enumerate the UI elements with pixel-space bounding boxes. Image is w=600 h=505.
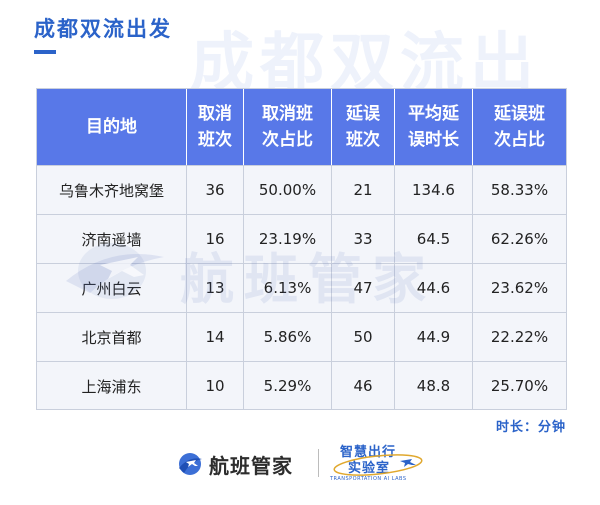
delay-table: 目的地 取消 班次 取消班 次占比 延误 班次 平均延 误时长 延误班 次占比 乌鲁木齐地… — [36, 88, 567, 410]
airplane-globe-icon — [179, 453, 202, 475]
unit-note: 时长：分钟 — [495, 420, 566, 435]
cell-destination: 济南遥墙 — [37, 215, 187, 263]
cell-cancelled: 14 — [187, 313, 244, 361]
lab-name-line2: 实验室 — [348, 461, 391, 476]
cell-cancel-ratio: 5.29% — [244, 362, 332, 410]
cell-delayed: 47 — [332, 264, 395, 312]
column-header-avg-delay: 平均延 误时长 — [395, 89, 473, 165]
cell-avg-delay: 64.5 — [395, 215, 473, 263]
cell-cancelled: 13 — [187, 264, 244, 312]
table-row: 济南遥墙 16 23.19% 33 64.5 62.26% — [37, 214, 566, 263]
cell-cancel-ratio: 6.13% — [244, 264, 332, 312]
cell-delayed: 33 — [332, 215, 395, 263]
table-row: 广州白云 13 6.13% 47 44.6 23.62% — [37, 263, 566, 312]
column-header-delayed-flights: 延误 班次 — [332, 89, 395, 165]
cell-cancelled: 36 — [187, 166, 244, 214]
cell-delayed: 50 — [332, 313, 395, 361]
cell-cancel-ratio: 23.19% — [244, 215, 332, 263]
cell-delayed: 46 — [332, 362, 395, 410]
brand-logo: 航班管家 — [177, 448, 293, 480]
column-header-cancelled-flights: 取消 班次 — [187, 89, 244, 165]
lab-english-name: TRANSPORTATION AI LABS — [330, 476, 407, 482]
title-underline — [34, 50, 56, 54]
table-row: 北京首都 14 5.86% 50 44.9 22.22% — [37, 312, 566, 361]
cell-cancel-ratio: 50.00% — [244, 166, 332, 214]
cell-delay-ratio: 62.26% — [490, 230, 549, 248]
cell-avg-delay: 134.6 — [395, 166, 473, 214]
cell-destination: 乌鲁木齐地窝堡 — [37, 166, 187, 214]
column-header-destination: 目的地 — [37, 89, 187, 165]
cell-delayed: 21 — [332, 166, 395, 214]
cell-cancelled: 16 — [187, 215, 244, 263]
cell-cancel-ratio: 5.86% — [244, 313, 332, 361]
cell-cancelled: 10 — [187, 362, 244, 410]
table-row: 上海浦东 10 5.29% 46 48.8 25.70% — [37, 361, 566, 410]
column-header-cancel-ratio: 取消班 次占比 — [244, 89, 332, 165]
cell-avg-delay: 44.9 — [395, 313, 473, 361]
column-header-delay-ratio: 延误班 次占比 — [494, 104, 545, 150]
brand-name: 航班管家 — [209, 453, 293, 478]
cell-destination: 广州白云 — [37, 264, 187, 312]
cell-destination: 上海浦东 — [37, 362, 187, 410]
cell-delay-ratio: 58.33% — [490, 181, 549, 199]
footer-divider — [318, 449, 319, 477]
airplane-orbit-icon — [333, 454, 423, 476]
cell-delay-ratio: 23.62% — [490, 279, 549, 297]
cell-avg-delay: 48.8 — [395, 362, 473, 410]
lab-logo: 智慧出行 实验室 TRANSPORTATION AI LABS — [328, 441, 428, 487]
cell-delay-ratio: 25.70% — [490, 377, 549, 395]
page-title: 成都双流出发 — [34, 17, 172, 41]
table-row: 乌鲁木齐地窝堡 36 50.00% 21 134.6 58.33% — [37, 165, 566, 214]
cell-delay-ratio: 22.22% — [490, 328, 549, 346]
cell-destination: 北京首都 — [37, 313, 187, 361]
cell-avg-delay: 44.6 — [395, 264, 473, 312]
table-header: 目的地 取消 班次 取消班 次占比 延误 班次 平均延 误时长 延误班 次占比 — [37, 89, 566, 165]
